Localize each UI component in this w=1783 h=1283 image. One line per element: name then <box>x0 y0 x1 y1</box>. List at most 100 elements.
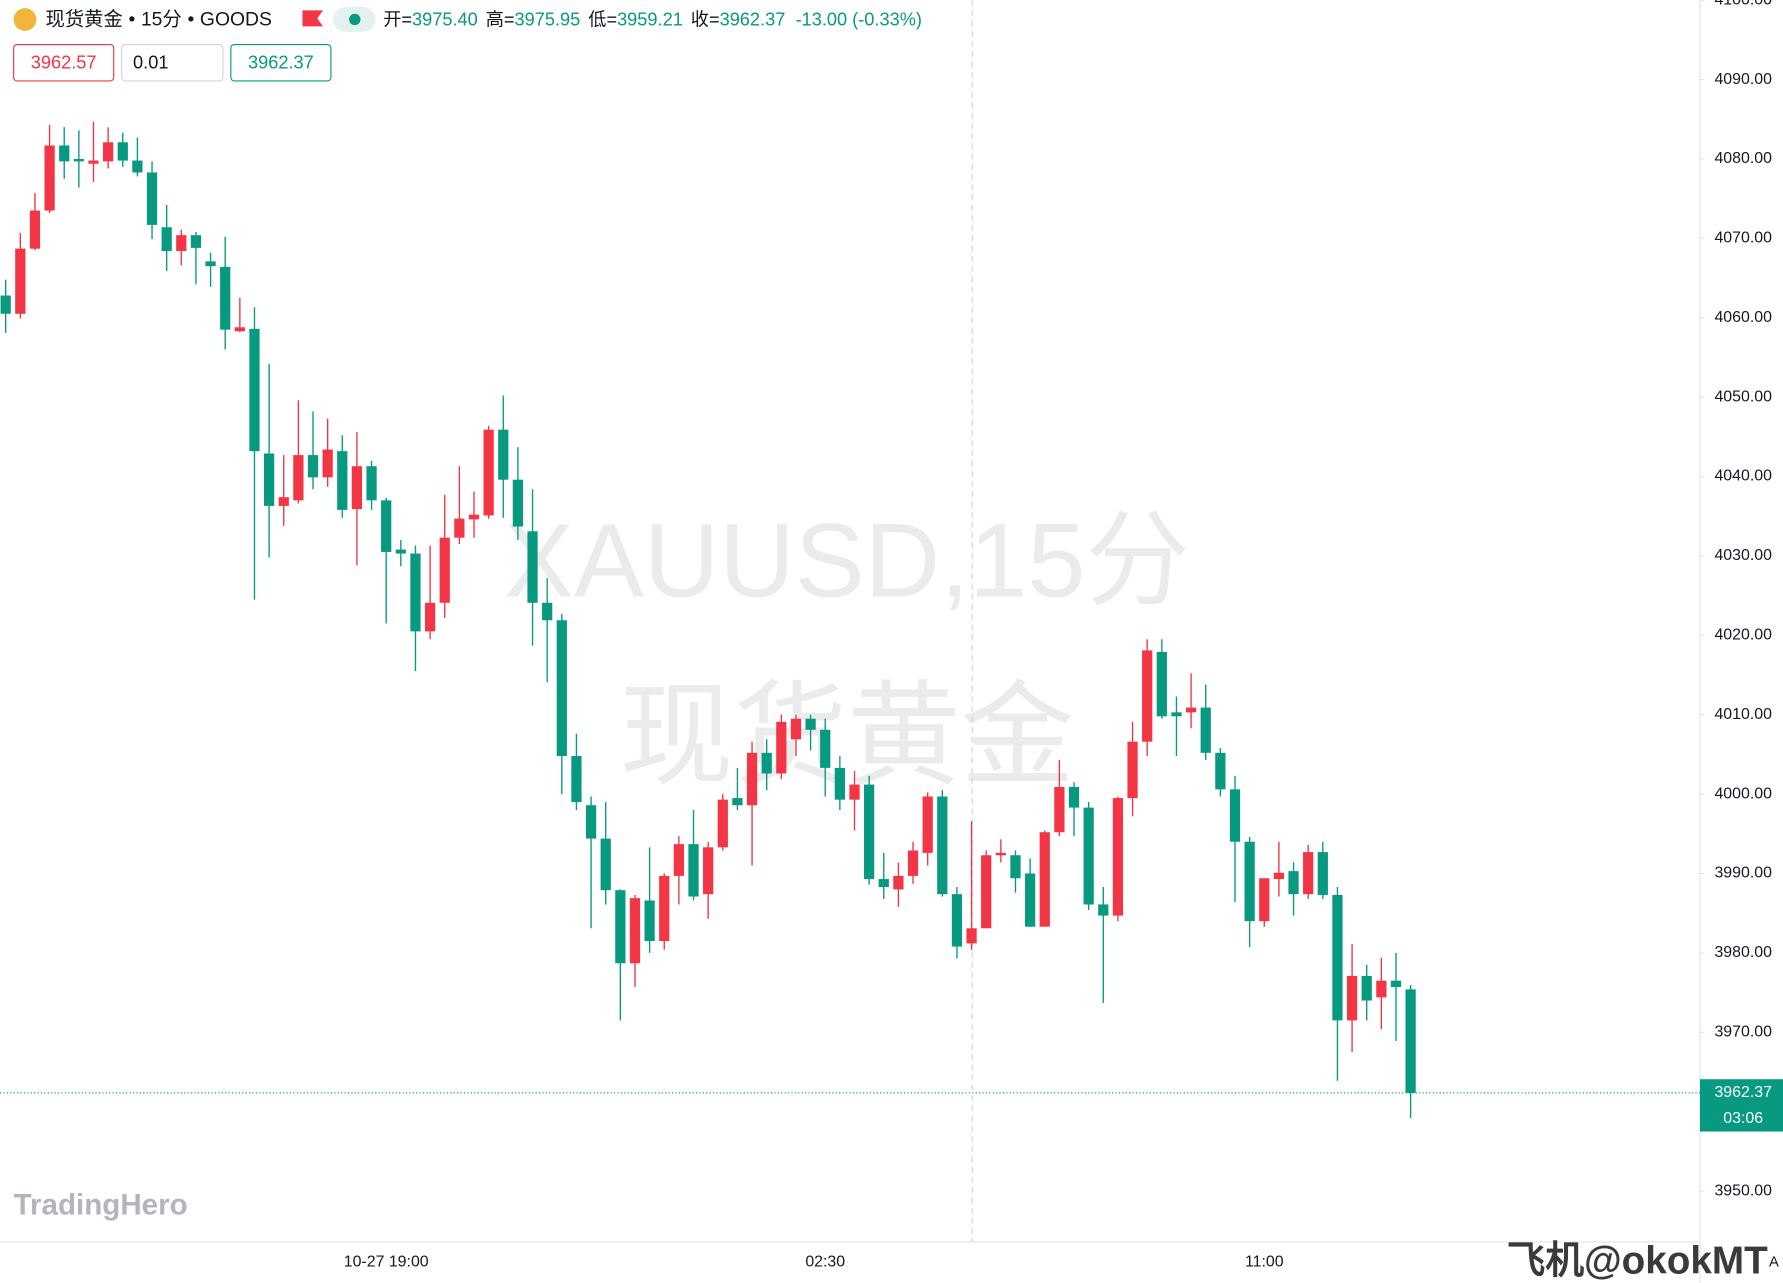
ohlc-line: 开=3975.40 高=3975.95 低=3959.21 收=3962.37 -13.… <box>383 9 922 29</box>
candle-body <box>907 850 919 876</box>
high-label: 高= <box>486 9 515 29</box>
quantity-input[interactable] <box>121 43 224 82</box>
open-label: 开= <box>383 9 412 29</box>
candle-body <box>585 805 597 839</box>
candle-body <box>1273 872 1285 880</box>
candle-body <box>132 160 143 173</box>
candle-body <box>249 328 260 452</box>
candle-body <box>1068 786 1080 808</box>
candle-body <box>1259 878 1270 922</box>
y-tick-label: 4060.00 <box>1714 309 1772 326</box>
high-value: 3975.95 <box>515 9 581 29</box>
candle-body <box>1390 980 1402 988</box>
interval: 15分 <box>141 9 182 31</box>
flag-icon <box>302 10 323 27</box>
candle-body <box>1171 712 1182 717</box>
candle-body <box>73 158 84 162</box>
candle-body <box>644 900 655 941</box>
candle-body <box>834 767 845 800</box>
logo: TradingHero <box>14 1188 188 1221</box>
candle-body <box>468 514 480 520</box>
candle-body <box>117 142 128 161</box>
candle-body <box>761 752 772 774</box>
candle-body <box>615 890 626 964</box>
candle-body <box>922 796 933 853</box>
candle-body <box>1054 786 1065 833</box>
candle-body <box>103 142 114 162</box>
candle-body <box>1288 871 1299 895</box>
plot-area <box>0 121 1416 1118</box>
candle-body <box>190 235 202 248</box>
candle-body <box>263 453 275 506</box>
candle-body <box>995 852 1006 856</box>
y-tick-label: 4100.00 <box>1714 0 1772 8</box>
candle-body <box>395 549 406 554</box>
x-tick-label: 10-27 19:00 <box>344 1254 429 1271</box>
candle-body <box>59 145 70 162</box>
buy-button[interactable] <box>230 43 332 82</box>
candle-body <box>1215 752 1226 790</box>
candle-body <box>542 602 553 621</box>
candle-body <box>410 553 421 632</box>
candle-body <box>146 172 158 225</box>
x-tick-label: 11:00 <box>1245 1254 1284 1271</box>
candle-body <box>381 500 392 552</box>
candle-body <box>337 451 348 510</box>
y-tick-label: 4080.00 <box>1714 150 1772 167</box>
candle-body <box>176 235 187 252</box>
candle-body <box>688 844 699 897</box>
y-tick-label: 3950.00 <box>1714 1182 1772 1199</box>
y-tick-label: 3990.00 <box>1714 865 1772 882</box>
candle-body <box>937 796 948 895</box>
candle-body <box>1127 741 1138 799</box>
candle-body <box>1361 975 1372 1001</box>
candle-body <box>1112 798 1124 916</box>
candle-body <box>571 756 582 803</box>
candle-body <box>893 875 904 890</box>
candle-body <box>703 847 714 895</box>
candle-body <box>205 261 216 267</box>
candle-body <box>1156 651 1167 717</box>
y-tick-label: 4040.00 <box>1714 468 1772 485</box>
candle-body <box>556 620 567 757</box>
y-tick-label: 3970.00 <box>1714 1023 1772 1040</box>
candle-body <box>1405 989 1416 1093</box>
candle-body <box>776 721 787 774</box>
candle-body <box>732 798 743 806</box>
candle-body <box>293 455 304 501</box>
candle-body <box>366 466 377 501</box>
footer-watermark: 飞机@okokMT <box>1507 1240 1768 1283</box>
low-label: 低= <box>588 9 617 29</box>
sell-button[interactable] <box>13 43 115 82</box>
y-tick-label: 4010.00 <box>1714 706 1772 723</box>
candle-body <box>629 898 641 964</box>
low-value: 3959.21 <box>617 9 683 29</box>
quantity: 0.01 <box>133 53 168 73</box>
candle-body <box>1332 894 1343 1021</box>
candle-body <box>1229 789 1241 842</box>
candle-body <box>1185 707 1197 713</box>
candle-body <box>527 531 538 603</box>
symbol: 现货黄金 <box>45 9 122 31</box>
close-value: 3962.37 <box>720 9 786 29</box>
candle-body <box>483 429 494 516</box>
last-price-label: 3962.37 <box>1714 1084 1772 1101</box>
candle-body <box>424 602 436 632</box>
candle-body <box>1039 832 1050 927</box>
order-panel: 3962.57 0.01 3962.37 <box>13 43 332 82</box>
candle-body <box>15 248 26 314</box>
candle-body <box>278 497 289 506</box>
auto-scale-button[interactable]: A <box>1769 1254 1779 1270</box>
candle-body <box>512 479 524 527</box>
y-tick-label: 4030.00 <box>1714 547 1772 564</box>
candle-body <box>820 729 831 768</box>
close-label: 收= <box>691 9 720 29</box>
candle-body <box>673 844 684 876</box>
separator: • <box>187 10 194 31</box>
candle-body <box>454 518 465 538</box>
last-price-tag <box>1699 1079 1783 1132</box>
y-tick-label: 4050.00 <box>1714 388 1772 405</box>
change: -13.00 (-0.33%) <box>796 9 922 29</box>
